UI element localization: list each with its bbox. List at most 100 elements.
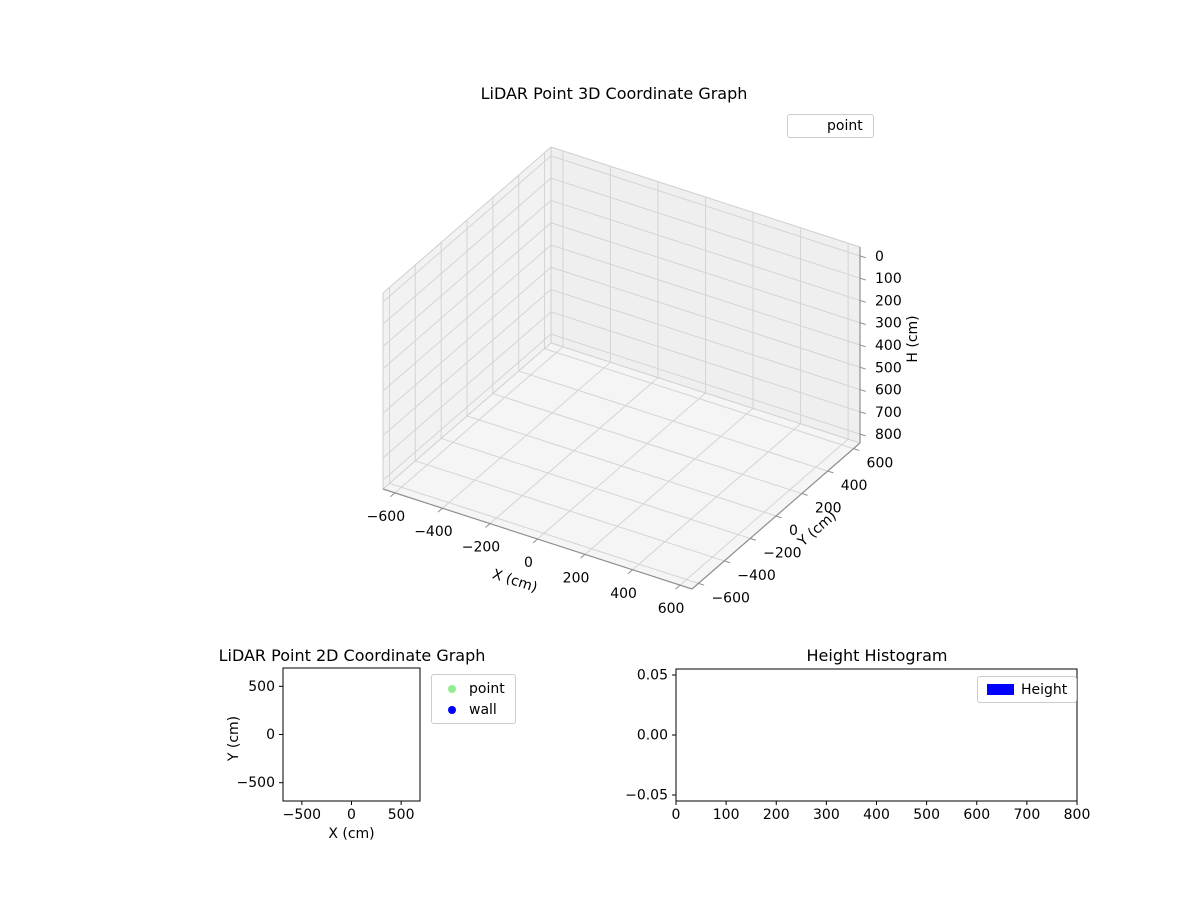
grid-line-z bbox=[382, 177, 552, 325]
x-tick-label: 0 bbox=[524, 555, 533, 571]
wall-marker-handle bbox=[442, 705, 462, 714]
y-tick-label: −400 bbox=[737, 568, 775, 584]
grid-line-z bbox=[550, 244, 861, 346]
z-tick bbox=[859, 389, 866, 392]
x-tick-label: −200 bbox=[462, 540, 500, 556]
y-tick-label: 0.00 bbox=[637, 728, 668, 744]
legend-label-height: Height bbox=[1021, 681, 1068, 698]
y-tick bbox=[724, 560, 731, 564]
chart3d-legend: point bbox=[787, 114, 874, 138]
y-tick bbox=[698, 582, 705, 586]
z-tick bbox=[859, 322, 866, 326]
grid-line-z bbox=[550, 199, 861, 301]
y-tick-label: −0.05 bbox=[625, 788, 668, 804]
y-tick-label: 0.05 bbox=[637, 668, 668, 684]
box-edge bbox=[382, 342, 552, 490]
y-tick-label: 0 bbox=[266, 727, 275, 743]
x-tick-label: 700 bbox=[1014, 807, 1041, 823]
x-tick-label: 500 bbox=[913, 807, 940, 823]
grid-line-z bbox=[382, 200, 552, 347]
z-tick-label: 800 bbox=[875, 427, 902, 443]
grid-line-y bbox=[389, 482, 699, 584]
chart2d-legend: point wall bbox=[431, 674, 516, 724]
grid-line-z bbox=[382, 155, 552, 303]
x-tick-label: 600 bbox=[963, 807, 990, 823]
grid-line-z bbox=[382, 222, 552, 370]
y-tick-label: 400 bbox=[841, 478, 868, 494]
grid-line-z bbox=[550, 266, 861, 368]
x-tick bbox=[390, 492, 396, 498]
x-tick-label: 500 bbox=[388, 807, 415, 823]
grid-line-y bbox=[492, 393, 803, 495]
x-tick-label: 200 bbox=[563, 570, 590, 586]
y-tick-label: −500 bbox=[237, 775, 275, 791]
grid-line-y bbox=[466, 415, 777, 517]
wall-marker-icon bbox=[448, 705, 456, 714]
chart3d-axes: −600 −400 −200 0 200 400 600 −600 −400 −200 0 200 40… bbox=[367, 146, 921, 617]
grid-line-z bbox=[382, 333, 552, 481]
grid-line-z bbox=[550, 333, 861, 435]
y-tick-label: −200 bbox=[763, 545, 801, 561]
x-tick bbox=[437, 507, 443, 513]
legend-entry-height: Height bbox=[987, 680, 1067, 699]
x-tick-label: −400 bbox=[414, 524, 452, 540]
height-swatch-icon bbox=[987, 684, 1014, 695]
z-tick-label: 700 bbox=[875, 405, 902, 421]
x-tick-label: 0 bbox=[672, 807, 681, 823]
point-marker-empty-icon bbox=[798, 119, 824, 133]
y-tick-label: 0 bbox=[789, 523, 798, 539]
grid-line-y bbox=[440, 437, 751, 539]
z-tick bbox=[859, 255, 866, 259]
x-tick-label: 400 bbox=[610, 586, 637, 602]
height-swatch-handle bbox=[987, 684, 1014, 695]
z-tick-label: 500 bbox=[875, 360, 902, 376]
chart2d-axes: −500 0 500 500 0 −500 X (cm) Y (cm) bbox=[226, 667, 421, 842]
y-tick-label: 600 bbox=[867, 456, 894, 472]
box-edge bbox=[550, 146, 861, 248]
grid-line-z bbox=[550, 311, 861, 413]
grid-line-z bbox=[550, 177, 861, 279]
y-tick-label: −600 bbox=[711, 590, 749, 606]
hist-legend: Height bbox=[977, 676, 1078, 703]
z-tick-label: 400 bbox=[875, 338, 902, 354]
x-tick bbox=[485, 523, 491, 528]
x-tick-label: 800 bbox=[1064, 807, 1091, 823]
y-axis-label: Y (cm) bbox=[226, 716, 242, 762]
x-tick-label: 300 bbox=[813, 807, 840, 823]
z-tick bbox=[859, 344, 866, 348]
y-tick bbox=[801, 493, 808, 496]
x-tick bbox=[675, 584, 681, 590]
box-edge bbox=[382, 146, 552, 294]
grid-line-z bbox=[382, 289, 552, 436]
grid-line-y bbox=[544, 348, 854, 450]
grid-line-y bbox=[415, 460, 725, 562]
grid-line-z bbox=[382, 311, 552, 459]
point-marker-handle bbox=[442, 684, 462, 693]
z-tick bbox=[859, 433, 866, 437]
grid-line-z bbox=[550, 222, 861, 324]
grid-line-z bbox=[550, 155, 861, 257]
z-tick-label: 100 bbox=[875, 271, 902, 287]
z-tick bbox=[859, 277, 866, 281]
x-tick-label: −500 bbox=[283, 807, 321, 823]
x-tick-label: 600 bbox=[658, 601, 685, 617]
box-edge bbox=[550, 342, 861, 444]
z-tick-label: 200 bbox=[875, 293, 902, 309]
y-tick bbox=[775, 515, 782, 519]
x-tick bbox=[532, 538, 538, 544]
x-tick-label: 100 bbox=[713, 807, 740, 823]
z-tick bbox=[859, 299, 866, 303]
x-tick-label: −600 bbox=[367, 509, 405, 525]
y-tick bbox=[853, 448, 860, 451]
z-tick-label: 300 bbox=[875, 316, 902, 332]
z-tick-label: 0 bbox=[875, 249, 884, 265]
grid-line-z bbox=[550, 289, 861, 391]
legend-entry-point: point bbox=[442, 679, 505, 698]
legend-entry-wall: wall bbox=[442, 700, 505, 719]
legend-label-point: point bbox=[827, 118, 863, 134]
x-tick bbox=[580, 554, 586, 559]
legend-label-wall: wall bbox=[469, 701, 497, 718]
plot-frame bbox=[282, 667, 421, 802]
